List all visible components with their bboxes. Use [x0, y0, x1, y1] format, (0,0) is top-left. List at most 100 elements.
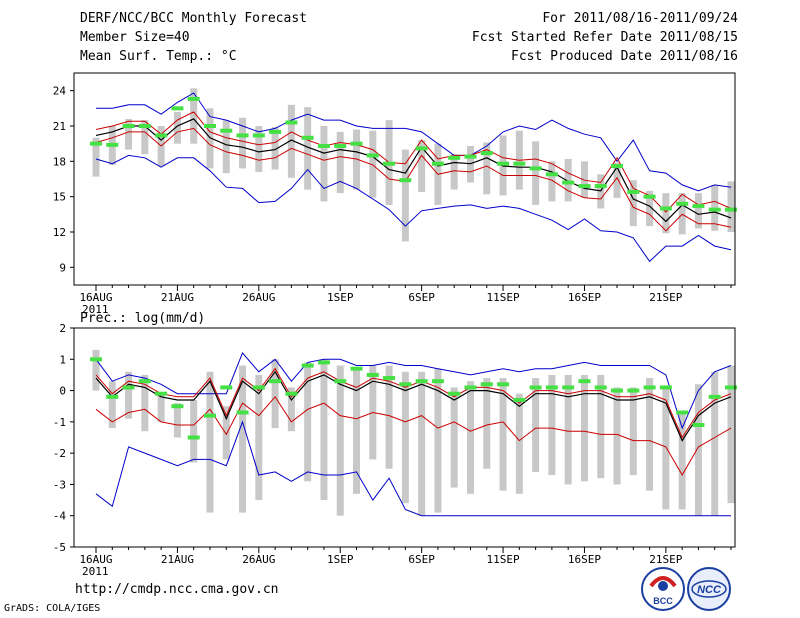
temp-observed-marker — [643, 194, 656, 199]
precip-spread-box — [597, 374, 605, 479]
bcc-logo-text: BCC — [653, 596, 673, 606]
precip-panel-title: Prec.: log(mm/d) — [80, 311, 205, 326]
precip-observed-marker — [594, 385, 607, 390]
precip-observed-marker — [90, 357, 102, 362]
precip-spread-box — [304, 362, 312, 482]
temp-spread-box — [418, 140, 426, 192]
precip-spread-box — [92, 349, 100, 391]
precip-spread-box — [385, 365, 393, 469]
temp-spread-box — [222, 120, 230, 174]
ncc-logo-orbit — [691, 580, 727, 598]
temp-observed-marker — [399, 178, 412, 183]
precip-spread-box — [336, 365, 344, 516]
precip-observed-marker — [366, 372, 379, 377]
temp-observed-marker — [383, 161, 396, 166]
temp-observed-marker — [676, 201, 689, 206]
temp-observed-marker — [562, 180, 575, 185]
precip-observed-marker — [415, 379, 428, 384]
temp-observed-marker — [334, 144, 347, 149]
precip-spread-box — [401, 371, 409, 504]
precip-spread-box — [125, 371, 133, 419]
precip-observed-marker — [725, 385, 737, 390]
precip-spread-box — [564, 374, 572, 485]
precip-observed-marker — [480, 382, 493, 387]
temp-spread-box — [613, 162, 621, 198]
precip-upper-line — [95, 367, 732, 439]
temp-observed-marker — [611, 164, 624, 169]
temp-upper-line — [95, 111, 732, 213]
precip-x-tick-label: 26AUG — [242, 553, 275, 566]
precip-observed-marker — [285, 391, 298, 396]
temp-y-tick-label: 9 — [59, 261, 66, 274]
forecast-produced-date: Fcst Produced Date 2011/08/16 — [511, 49, 738, 64]
temp-spread-box — [239, 117, 247, 169]
precip-lower-line — [95, 395, 732, 476]
precip-spread-box — [629, 387, 637, 476]
temp-observed-marker — [350, 141, 363, 146]
precip-spread-box — [694, 384, 702, 516]
temp-observed-marker — [366, 153, 379, 158]
precip-observed-marker — [676, 410, 689, 415]
precip-mean-line — [95, 370, 732, 442]
precip-observed-marker — [334, 379, 347, 384]
precip-min-line — [95, 420, 731, 517]
temp-observed-marker — [594, 184, 607, 189]
temp-frame — [73, 72, 736, 286]
precip-x-tick-label: 6SEP — [408, 553, 435, 566]
temp-spread-box — [336, 131, 344, 194]
precip-observed-marker — [578, 379, 591, 384]
precip-observed-marker — [187, 435, 200, 440]
precip-observed-marker — [106, 394, 119, 399]
temp-spread-box — [694, 193, 702, 229]
temp-observed-marker — [236, 133, 249, 138]
precip-spread-box — [532, 378, 540, 472]
temp-spread-box — [532, 141, 540, 205]
precip-observed-marker — [562, 385, 575, 390]
temp-observed-marker — [269, 129, 282, 134]
precip-observed-marker — [611, 388, 624, 393]
precip-spread-box — [662, 387, 670, 510]
temp-observed-marker — [122, 124, 135, 128]
precip-observed-marker — [236, 410, 249, 415]
precip-spread-box — [141, 374, 149, 432]
temp-observed-marker — [708, 207, 721, 212]
precip-observed-marker — [513, 397, 526, 402]
precip-observed-marker — [659, 385, 672, 390]
precip-observed-marker — [350, 366, 363, 371]
precip-spread-box — [320, 359, 328, 501]
precip-observed-marker — [269, 379, 282, 384]
precip-spread-box — [239, 365, 247, 513]
temp-observed-marker — [448, 155, 461, 160]
precip-y-tick-label: -5 — [53, 541, 66, 554]
precip-spread-box — [271, 359, 279, 429]
temp-spread-box — [141, 120, 149, 155]
precip-observed-marker — [252, 385, 265, 390]
precip-observed-marker — [708, 394, 721, 399]
temp-spread-box — [646, 190, 654, 227]
precip-observed-marker — [497, 382, 510, 387]
precip-spread-box — [287, 387, 295, 432]
precip-spread-box — [222, 406, 230, 460]
temp-observed-marker — [138, 124, 151, 128]
ncc-logo-text: NCC — [697, 584, 722, 596]
source-url[interactable]: http://cmdp.ncc.cma.gov.cn — [75, 582, 279, 597]
precip-spread-box — [206, 371, 214, 513]
temp-spread-box — [629, 180, 637, 227]
temp-spread-box — [450, 154, 458, 190]
precip-observed-marker — [464, 385, 477, 390]
temp-spread-box — [483, 142, 491, 195]
temp-x-tick-label: 21AUG — [161, 291, 194, 304]
forecast-period: For 2011/08/16-2011/09/24 — [542, 11, 738, 26]
temp-observed-marker — [692, 204, 705, 209]
temp-observed-marker — [578, 184, 591, 189]
precip-y-tick-label: -2 — [53, 447, 66, 460]
temp-spread-box — [92, 137, 100, 177]
temp-observed-marker — [659, 206, 672, 211]
variable-label: Mean Surf. Temp.: °C — [80, 49, 237, 64]
temp-spread-box — [125, 118, 133, 150]
temp-spread-box — [287, 104, 295, 178]
temp-spread-box — [580, 161, 588, 198]
temp-observed-marker — [155, 133, 168, 138]
temp-observed-marker — [285, 120, 298, 125]
